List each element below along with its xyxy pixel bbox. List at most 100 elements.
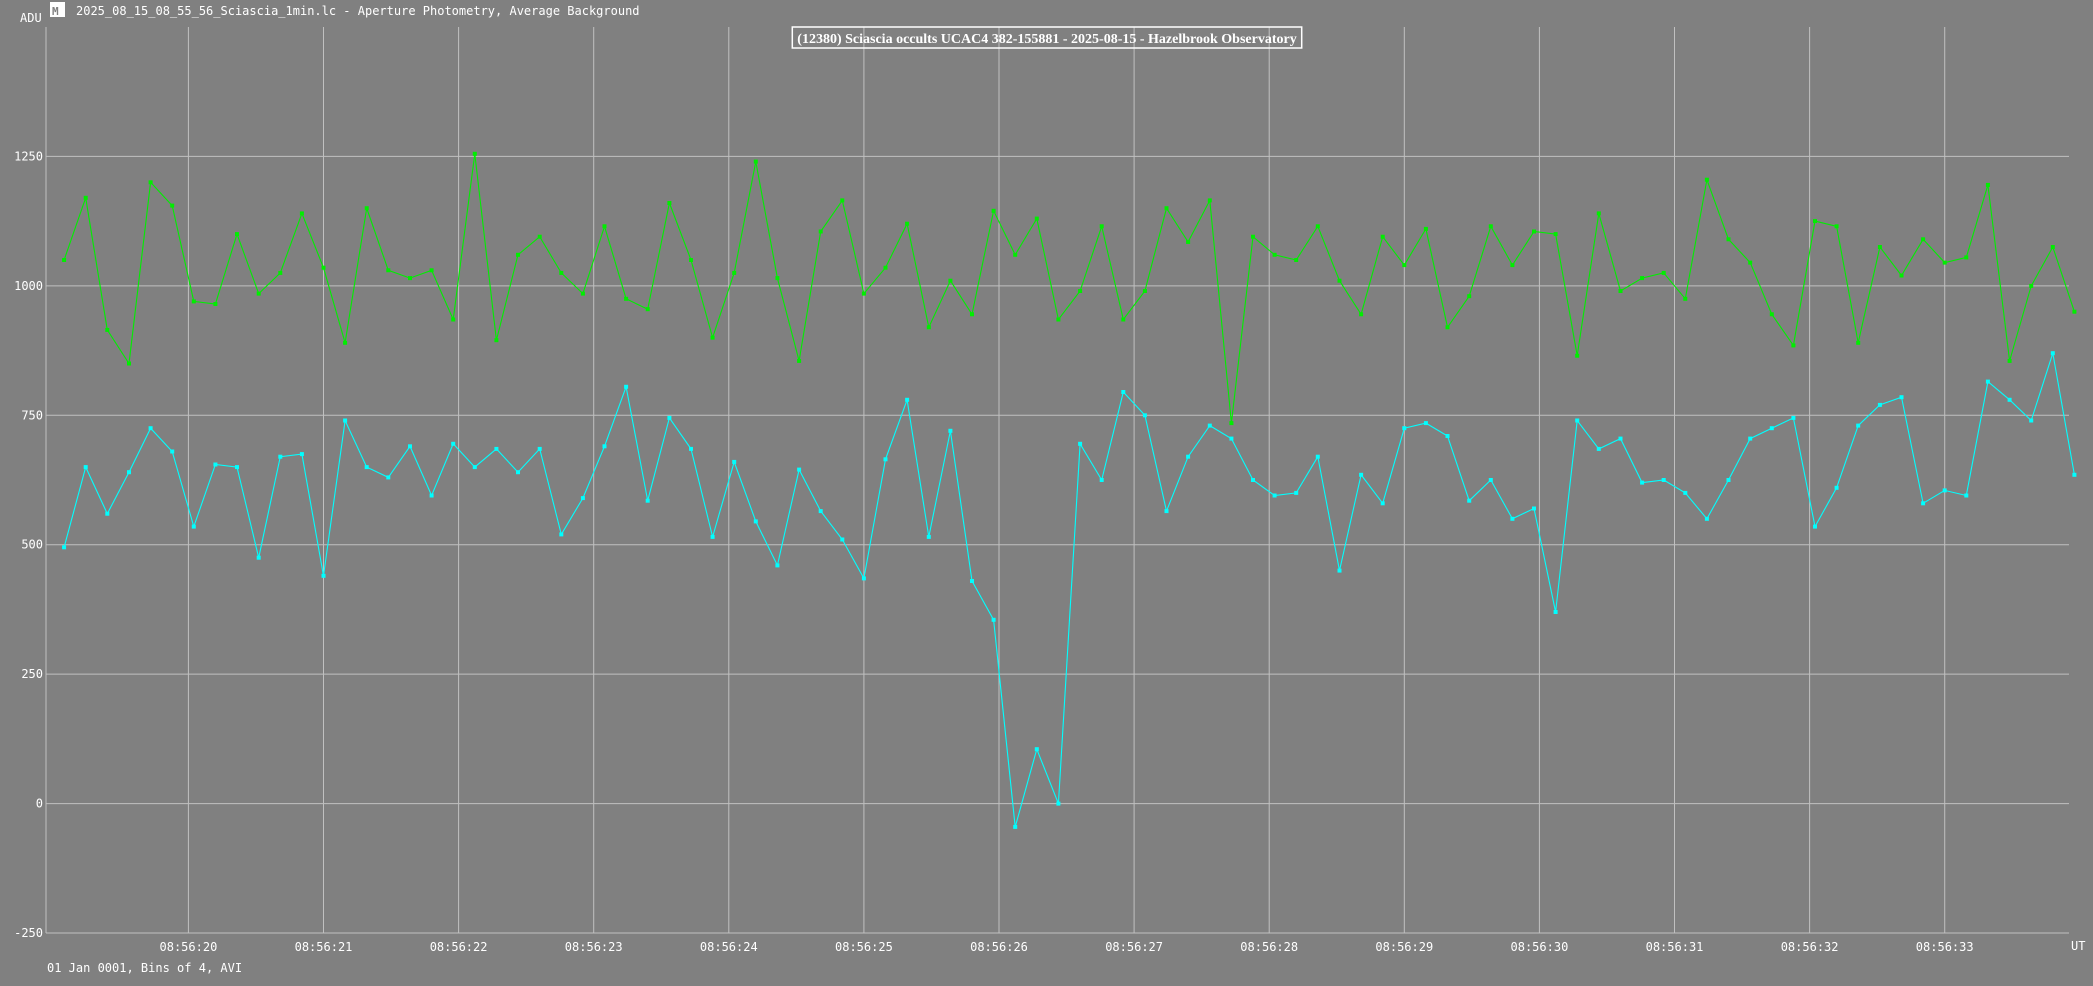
data-point: [970, 312, 974, 317]
x-tick-label: 08:56:31: [1646, 940, 1704, 954]
data-point: [2029, 418, 2034, 423]
data-point: [127, 470, 131, 475]
data-point: [667, 201, 672, 205]
data-point: [1964, 255, 1969, 260]
data-point: [299, 452, 304, 457]
data-point: [1099, 224, 1104, 229]
data-point: [1034, 216, 1039, 221]
data-point: [364, 206, 369, 211]
data-point: [1661, 478, 1666, 482]
data-point: [83, 465, 88, 470]
data-point: [1229, 421, 1234, 426]
data-point: [818, 509, 823, 514]
data-point: [1186, 239, 1191, 244]
data-point: [1791, 415, 1796, 420]
data-point: [1618, 289, 1623, 293]
data-point: [83, 195, 88, 200]
data-point: [1294, 490, 1299, 495]
data-point: [1834, 485, 1839, 490]
y-tick-label: 750: [21, 408, 43, 422]
y-tick-label: 1000: [14, 279, 43, 293]
data-point: [797, 358, 802, 363]
data-point: [861, 291, 866, 296]
data-point: [710, 534, 715, 539]
data-point: [386, 268, 391, 273]
data-point: [1510, 516, 1515, 521]
data-point: [386, 475, 391, 480]
data-point: [408, 276, 412, 281]
data-point: [1142, 413, 1147, 418]
data-point: [1402, 263, 1407, 268]
data-point: [905, 397, 910, 402]
data-point: [516, 252, 520, 257]
data-point: [429, 493, 434, 498]
data-point: [321, 573, 326, 578]
data-point: [732, 459, 737, 464]
chart-title-border: [791, 26, 1303, 49]
data-point: [299, 211, 304, 216]
data-point: [1359, 312, 1364, 317]
data-point: [1596, 211, 1601, 216]
data-point: [1294, 258, 1299, 262]
data-point: [926, 325, 931, 330]
data-point: [1207, 423, 1212, 428]
data-point: [1380, 234, 1385, 239]
x-tick-labels: 08:56:20 08:56:21 08:56:22 08:56:23 08:56:24…: [160, 940, 1974, 954]
y-tick-label: 250: [21, 667, 43, 681]
data-point: [580, 291, 585, 296]
x-tick-label: 08:56:27: [1105, 940, 1163, 954]
data-point: [2007, 397, 2012, 402]
y-tick-label: -250: [14, 926, 43, 940]
data-point: [1467, 294, 1472, 299]
data-point: [2050, 245, 2055, 249]
data-point: [1985, 182, 1990, 187]
data-point: [472, 151, 477, 156]
data-point: [1488, 224, 1493, 229]
data-point: [1942, 488, 1947, 493]
data-point: [1013, 824, 1018, 829]
data-point: [1683, 296, 1688, 301]
series-1: [62, 351, 2077, 829]
series-group: [62, 151, 2077, 829]
data-point: [537, 234, 542, 239]
data-point: [775, 276, 780, 281]
x-tick-label: 08:56:23: [565, 940, 623, 954]
data-point: [948, 428, 953, 433]
data-point: [1813, 524, 1817, 529]
data-point: [753, 159, 758, 164]
data-point: [105, 511, 110, 516]
x-tick-label: 08:56:20: [160, 940, 218, 954]
data-point: [1510, 263, 1515, 268]
data-point: [689, 446, 693, 451]
data-point: [148, 426, 153, 431]
data-point: [1532, 229, 1536, 234]
data-point: [1553, 610, 1558, 614]
data-point: [170, 449, 175, 454]
data-point: [256, 291, 261, 296]
footer-info: 01 Jan 0001, Bins of 4, AVI: [47, 961, 242, 975]
data-point: [710, 335, 715, 340]
data-point: [1769, 426, 1774, 431]
data-point: [991, 617, 996, 622]
data-point: [1488, 478, 1493, 482]
data-point: [1380, 501, 1385, 506]
chart-title: (12380) Sciascia occults UCAC4 382-15588…: [797, 32, 1296, 47]
data-point: [1877, 402, 1882, 407]
data-point: [364, 465, 369, 470]
data-point: [2050, 351, 2055, 356]
x-axis-label: UT: [2071, 939, 2085, 953]
data-point: [1813, 219, 1817, 224]
data-point: [840, 198, 845, 203]
data-point: [1445, 325, 1450, 330]
data-point: [926, 534, 931, 539]
data-point: [1164, 509, 1169, 514]
data-point: [883, 265, 888, 270]
data-point: [1272, 493, 1277, 498]
x-tick-label: 08:56:21: [295, 940, 353, 954]
data-point: [1748, 436, 1753, 441]
data-point: [948, 278, 953, 283]
data-point: [1272, 252, 1277, 257]
data-point: [775, 563, 780, 568]
data-point: [1056, 317, 1061, 322]
x-tick-label: 08:56:26: [970, 940, 1028, 954]
